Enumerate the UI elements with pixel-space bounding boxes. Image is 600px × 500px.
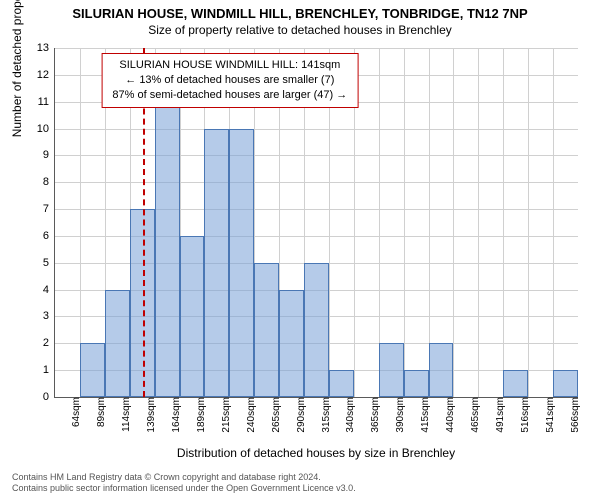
histogram-bar xyxy=(254,263,279,397)
histogram-bar xyxy=(379,343,404,397)
histogram-bar xyxy=(279,290,304,397)
histogram-bar xyxy=(105,290,130,397)
y-tick-label: 10 xyxy=(37,123,55,135)
x-tick-label: 164sqm xyxy=(167,397,182,433)
histogram-bar xyxy=(304,263,329,397)
x-tick-label: 491sqm xyxy=(491,397,506,433)
annotation-line: ← 13% of detached houses are smaller (7) xyxy=(112,73,347,88)
y-tick-label: 5 xyxy=(43,257,55,269)
gridline-h xyxy=(55,182,578,183)
x-tick-label: 114sqm xyxy=(117,397,132,432)
x-tick-label: 189sqm xyxy=(192,397,207,433)
page-title: SILURIAN HOUSE, WINDMILL HILL, BRENCHLEY… xyxy=(0,0,600,21)
y-axis-label: Number of detached properties xyxy=(10,0,24,137)
x-tick-label: 415sqm xyxy=(416,397,431,433)
page-subtitle: Size of property relative to detached ho… xyxy=(0,23,600,37)
histogram-bar xyxy=(80,343,105,397)
x-tick-label: 440sqm xyxy=(441,397,456,433)
histogram-bar xyxy=(429,343,454,397)
gridline-h xyxy=(55,129,578,130)
y-tick-label: 6 xyxy=(43,230,55,242)
gridline-h xyxy=(55,155,578,156)
y-tick-label: 3 xyxy=(43,310,55,322)
gridline-v xyxy=(453,48,454,397)
gridline-v xyxy=(503,48,504,397)
x-tick-label: 541sqm xyxy=(541,397,556,433)
gridline-v xyxy=(478,48,479,397)
gridline-h xyxy=(55,48,578,49)
x-tick-label: 139sqm xyxy=(142,397,157,433)
footer: Contains HM Land Registry data © Crown c… xyxy=(12,472,356,495)
histogram-bar xyxy=(155,75,180,397)
x-tick-label: 215sqm xyxy=(217,397,232,433)
y-tick-label: 2 xyxy=(43,337,55,349)
y-tick-label: 11 xyxy=(38,96,55,108)
x-tick-label: 290sqm xyxy=(292,397,307,433)
footer-line: Contains HM Land Registry data © Crown c… xyxy=(12,472,356,483)
y-tick-label: 8 xyxy=(43,176,55,188)
histogram-bar xyxy=(229,129,254,397)
x-tick-label: 340sqm xyxy=(341,397,356,433)
footer-line: Contains public sector information licen… xyxy=(12,483,356,494)
y-tick-label: 0 xyxy=(43,391,55,403)
x-tick-label: 240sqm xyxy=(242,397,257,433)
y-tick-label: 1 xyxy=(43,364,55,376)
histogram-bar xyxy=(204,129,229,397)
x-tick-label: 516sqm xyxy=(516,397,531,433)
chart: 01234567891011121364sqm89sqm114sqm139sqm… xyxy=(54,48,578,398)
x-tick-label: 265sqm xyxy=(267,397,282,433)
annotation-line: SILURIAN HOUSE WINDMILL HILL: 141sqm xyxy=(112,58,347,73)
y-tick-label: 9 xyxy=(43,149,55,161)
annotation-box: SILURIAN HOUSE WINDMILL HILL: 141sqm← 13… xyxy=(101,53,358,108)
plot-area: 01234567891011121364sqm89sqm114sqm139sqm… xyxy=(54,48,578,398)
x-tick-label: 315sqm xyxy=(317,397,332,433)
gridline-v xyxy=(553,48,554,397)
histogram-bar xyxy=(329,370,354,397)
y-tick-label: 4 xyxy=(43,284,55,296)
gridline-v xyxy=(528,48,529,397)
x-axis-label: Distribution of detached houses by size … xyxy=(54,446,578,460)
x-tick-label: 390sqm xyxy=(391,397,406,433)
histogram-bar xyxy=(503,370,528,397)
histogram-bar xyxy=(553,370,578,397)
histogram-bar xyxy=(404,370,429,397)
page: SILURIAN HOUSE, WINDMILL HILL, BRENCHLEY… xyxy=(0,0,600,500)
x-tick-label: 64sqm xyxy=(67,397,82,427)
x-tick-label: 465sqm xyxy=(466,397,481,433)
y-tick-label: 12 xyxy=(37,69,55,81)
y-tick-label: 7 xyxy=(43,203,55,215)
x-tick-label: 89sqm xyxy=(92,397,107,427)
x-tick-label: 365sqm xyxy=(366,397,381,433)
x-tick-label: 566sqm xyxy=(566,397,581,433)
annotation-line: 87% of semi-detached houses are larger (… xyxy=(112,88,347,103)
histogram-bar xyxy=(180,236,205,397)
gridline-v xyxy=(404,48,405,397)
y-tick-label: 13 xyxy=(37,42,55,54)
